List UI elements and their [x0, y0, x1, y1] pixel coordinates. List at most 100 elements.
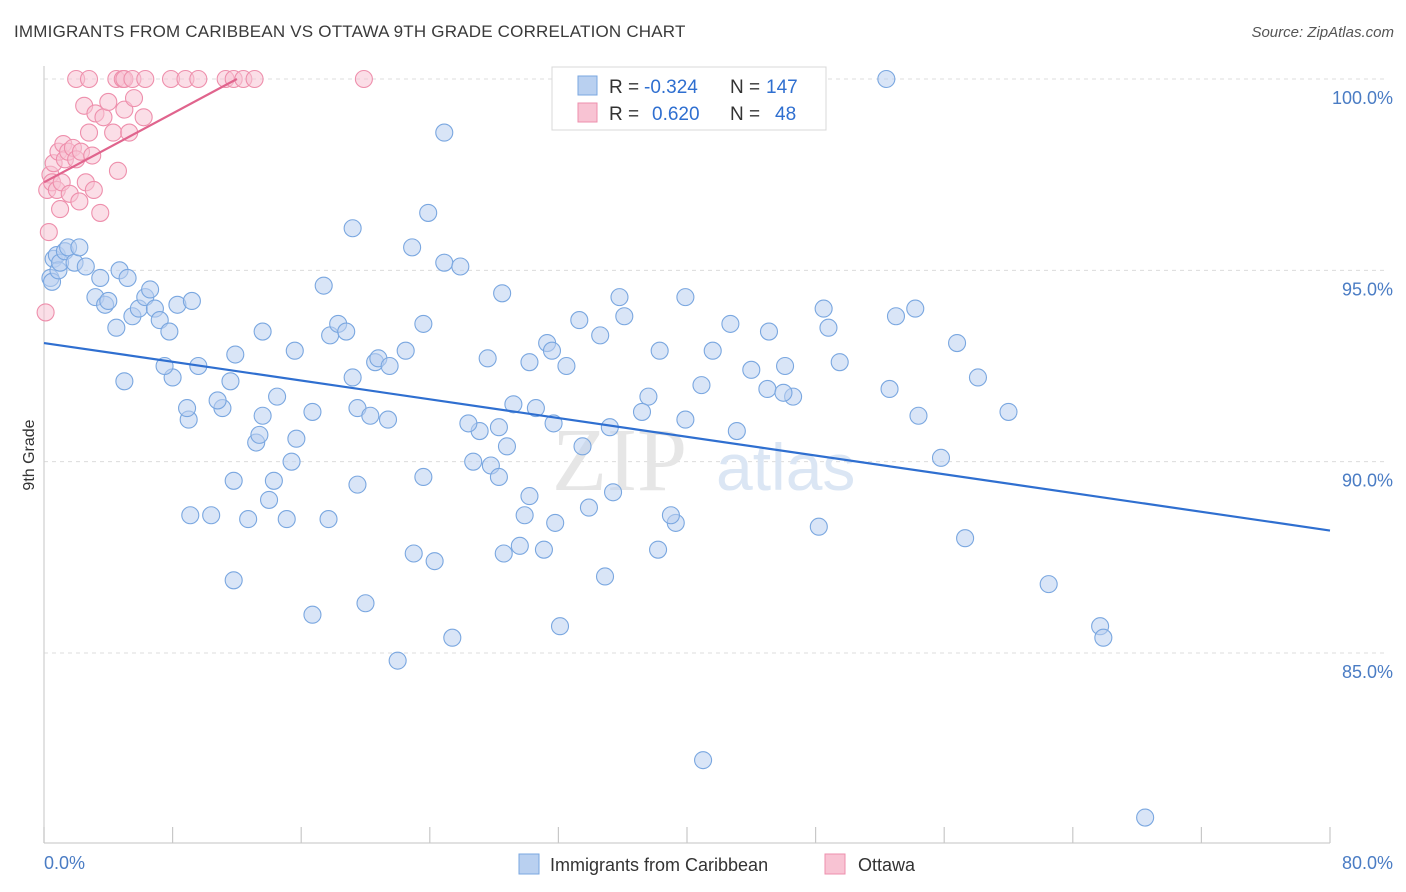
legend-r-label-2: R = [609, 104, 639, 125]
bottom-legend-swatch-caribbean [518, 853, 540, 875]
data-point-ottawa [245, 69, 264, 89]
data-point-ottawa [84, 180, 103, 200]
data-point-caribbean [314, 276, 333, 295]
data-point-ottawa [70, 192, 89, 211]
bottom-legend-label-ottawa: Ottawa [858, 855, 916, 875]
data-point-caribbean [494, 544, 513, 563]
data-point-caribbean [999, 402, 1018, 421]
data-point-caribbean [264, 471, 283, 490]
legend-swatch-ottawa [577, 102, 598, 123]
data-point-caribbean [676, 410, 695, 429]
trend-line-ottawa [43, 78, 238, 184]
data-point-caribbean [520, 487, 539, 506]
data-point-caribbean [774, 383, 793, 402]
trend-line-caribbean [43, 341, 1331, 532]
data-point-ottawa [39, 223, 58, 242]
data-point-caribbean [99, 291, 118, 310]
data-point-caribbean [909, 406, 928, 425]
data-point-caribbean [534, 540, 553, 559]
data-point-caribbean [414, 314, 433, 333]
data-point-caribbean [181, 506, 200, 525]
data-point-caribbean [76, 257, 95, 276]
data-point-caribbean [742, 360, 761, 379]
data-point-caribbean [348, 475, 367, 494]
data-point-caribbean [403, 238, 422, 257]
data-point-caribbean [1136, 808, 1155, 827]
data-point-caribbean [497, 437, 517, 456]
data-point-caribbean [343, 219, 362, 238]
data-point-caribbean [610, 288, 629, 307]
data-point-caribbean [435, 253, 454, 272]
data-point-caribbean [758, 379, 777, 399]
series-legend: Immigrants from Caribbean Ottawa [518, 853, 916, 875]
data-point-caribbean [542, 341, 562, 360]
data-point-caribbean [676, 288, 695, 307]
data-point-caribbean [694, 751, 713, 770]
data-point-caribbean [504, 395, 523, 414]
data-point-caribbean [319, 510, 338, 529]
data-point-caribbean [931, 448, 951, 467]
data-point-caribbean [253, 406, 272, 425]
watermark-atlas: atlas [716, 430, 855, 504]
bottom-legend-label-caribbean: Immigrants from Caribbean [550, 855, 768, 875]
data-point-caribbean [388, 651, 407, 670]
data-point-ottawa [99, 92, 118, 112]
data-point-caribbean [493, 284, 512, 303]
data-point-caribbean [268, 387, 287, 406]
legend-r-label-1: R = [609, 77, 639, 98]
data-point-caribbean [141, 280, 160, 299]
y-axis-title: 9th Grade [21, 419, 38, 490]
data-point-caribbean [277, 510, 296, 529]
data-point-caribbean [632, 402, 652, 421]
data-point-caribbean [639, 387, 658, 406]
data-point-caribbean [226, 345, 245, 364]
data-point-caribbean [776, 356, 795, 376]
data-point-caribbean [250, 425, 269, 444]
data-points [36, 69, 1155, 827]
data-point-caribbean [282, 452, 301, 471]
tick-labels: 100.0% 95.0% 90.0% 85.0% 0.0% 80.0% [44, 88, 1393, 873]
data-point-caribbean [510, 536, 529, 555]
data-point-caribbean [380, 356, 399, 376]
x-tick-label: 80.0% [1342, 853, 1393, 873]
stats-legend: R = -0.324 N = 147 R = 0.620 N = 48 [551, 66, 827, 131]
data-point-caribbean [287, 429, 306, 448]
trend-lines [43, 78, 1331, 532]
data-point-ottawa [136, 69, 155, 89]
data-point-caribbean [544, 414, 563, 433]
data-point-caribbean [880, 379, 899, 399]
data-point-caribbean [546, 513, 565, 532]
data-point-caribbean [819, 318, 838, 337]
data-point-caribbean [224, 471, 243, 490]
data-point-caribbean [118, 268, 137, 288]
data-point-caribbean [809, 517, 828, 536]
data-point-caribbean [414, 467, 433, 487]
data-point-caribbean [595, 567, 615, 586]
data-point-caribbean [178, 399, 197, 418]
data-point-caribbean [830, 353, 849, 372]
data-point-caribbean [661, 506, 680, 525]
data-point-caribbean [886, 307, 906, 326]
data-point-caribbean [253, 322, 272, 341]
data-point-caribbean [464, 452, 483, 471]
data-point-caribbean [208, 391, 227, 410]
data-point-caribbean [573, 437, 592, 456]
data-point-ottawa [189, 69, 208, 89]
chart-title: IMMIGRANTS FROM CARIBBEAN VS OTTAWA 9TH … [14, 22, 686, 41]
data-point-ottawa [134, 108, 153, 127]
legend-n-value-2: 48 [775, 104, 796, 125]
data-point-caribbean [703, 341, 722, 360]
data-point-caribbean [478, 349, 497, 368]
data-point-caribbean [550, 617, 570, 636]
data-point-caribbean [91, 268, 110, 288]
data-point-caribbean [649, 540, 668, 559]
data-point-caribbean [520, 353, 539, 372]
x-tick-label: 0.0% [44, 853, 85, 873]
data-point-caribbean [727, 422, 746, 441]
data-point-caribbean [182, 291, 201, 310]
data-point-caribbean [202, 506, 221, 525]
data-point-caribbean [906, 299, 925, 318]
legend-n-label-1: N = [730, 77, 760, 98]
data-point-caribbean [604, 483, 623, 502]
